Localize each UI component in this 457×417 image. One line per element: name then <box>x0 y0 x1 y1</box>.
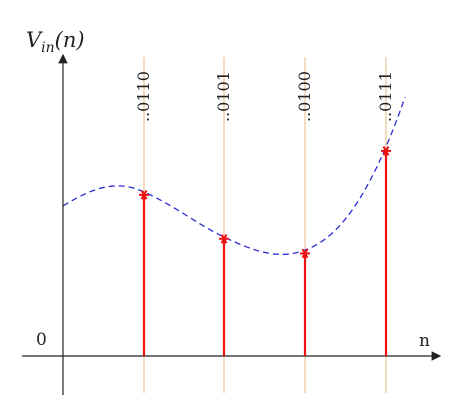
input-signal-curve <box>62 96 406 256</box>
sample-marker <box>219 233 229 244</box>
guide-lines <box>143 57 387 393</box>
sample-code-label: ..0101 <box>214 71 233 122</box>
y-axis-label-main: V <box>26 28 43 52</box>
sample-code-label: ..0111 <box>376 71 395 122</box>
sample-stems <box>142 150 388 356</box>
x-axis-label: n <box>419 331 430 351</box>
sample-code-label: ..0110 <box>134 71 153 122</box>
sample-code-labels: ..0110 ..0101 ..0100 ..0111 <box>134 71 395 122</box>
y-axis-label-arg: (n) <box>55 28 85 52</box>
sample-marker <box>300 248 310 259</box>
origin-label: 0 <box>36 330 47 350</box>
sample-markers <box>139 146 391 259</box>
y-axis-label: Vin(n) <box>26 28 85 56</box>
sample-code-label: ..0100 <box>295 71 314 122</box>
y-axis-label-sub: in <box>41 40 55 56</box>
sample-marker <box>139 190 149 200</box>
sample-marker <box>381 146 391 156</box>
